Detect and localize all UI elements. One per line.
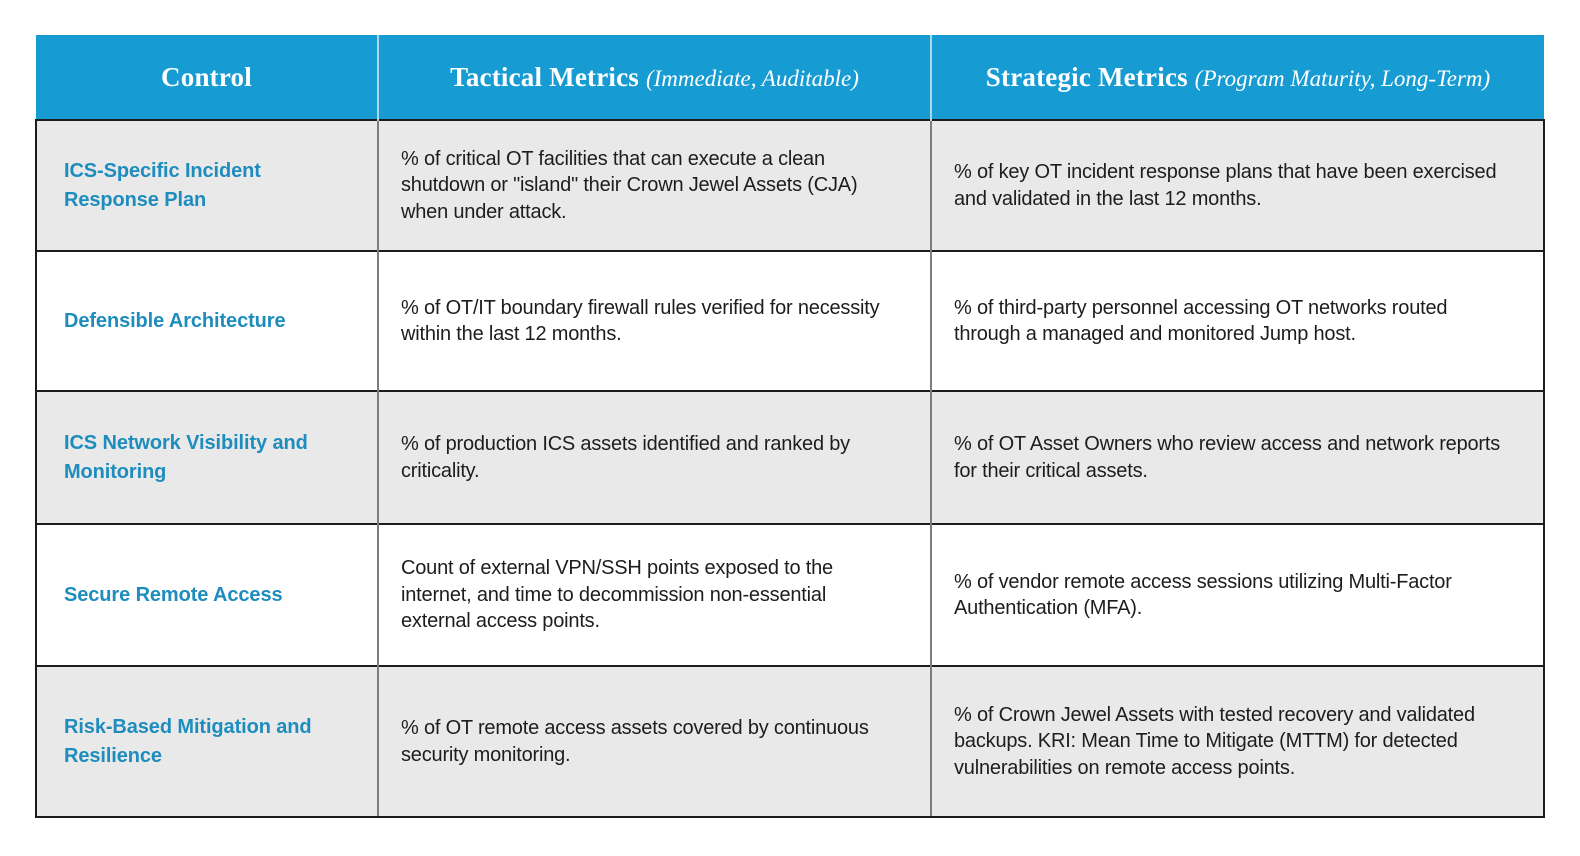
tactical-cell: % of critical OT facilities that can exe… xyxy=(377,119,931,251)
strategic-cell: % of OT Asset Owners who review access a… xyxy=(930,390,1545,524)
tactical-cell: % of OT remote access assets covered by … xyxy=(377,665,931,818)
strategic-cell: % of Crown Jewel Assets with tested reco… xyxy=(930,665,1545,818)
metrics-table: Control Tactical Metrics (Immediate, Aud… xyxy=(35,35,1545,818)
strategic-cell: % of key OT incident response plans that… xyxy=(930,119,1545,251)
table-body: ICS-Specific Incident Response Plan % of… xyxy=(35,119,1545,818)
control-cell: Risk-Based Mitigation and Resilience xyxy=(35,665,378,818)
table-row: Risk-Based Mitigation and Resilience % o… xyxy=(35,665,1545,818)
column-header-strategic-sub: (Program Maturity, Long-Term) xyxy=(1194,65,1491,91)
table-row: Defensible Architecture % of OT/IT bound… xyxy=(35,250,1545,391)
table-row: ICS-Specific Incident Response Plan % of… xyxy=(35,119,1545,251)
table-header: Control Tactical Metrics (Immediate, Aud… xyxy=(36,35,1544,120)
column-header-strategic-label: Strategic Metrics xyxy=(985,61,1188,92)
control-cell: ICS Network Visibility and Monitoring xyxy=(35,390,378,524)
column-header-tactical-sub: (Immediate, Auditable) xyxy=(645,65,859,91)
strategic-cell: % of third-party personnel accessing OT … xyxy=(930,250,1545,391)
tactical-cell: Count of external VPN/SSH points exposed… xyxy=(377,523,931,666)
strategic-cell: % of vendor remote access sessions utili… xyxy=(930,523,1545,666)
column-header-tactical-label: Tactical Metrics xyxy=(450,61,639,92)
header-row: Control Tactical Metrics (Immediate, Aud… xyxy=(36,35,1544,120)
column-header-control: Control xyxy=(36,35,378,120)
tactical-cell: % of production ICS assets identified an… xyxy=(377,390,931,524)
control-cell: Defensible Architecture xyxy=(35,250,378,391)
table-row: ICS Network Visibility and Monitoring % … xyxy=(35,390,1545,524)
column-header-control-label: Control xyxy=(161,61,252,92)
column-header-tactical: Tactical Metrics (Immediate, Auditable) xyxy=(377,35,931,120)
control-cell: ICS-Specific Incident Response Plan xyxy=(35,119,378,251)
control-cell: Secure Remote Access xyxy=(35,523,378,666)
table-row: Secure Remote Access Count of external V… xyxy=(35,523,1545,666)
column-header-strategic: Strategic Metrics (Program Maturity, Lon… xyxy=(930,35,1544,120)
tactical-cell: % of OT/IT boundary firewall rules verif… xyxy=(377,250,931,391)
